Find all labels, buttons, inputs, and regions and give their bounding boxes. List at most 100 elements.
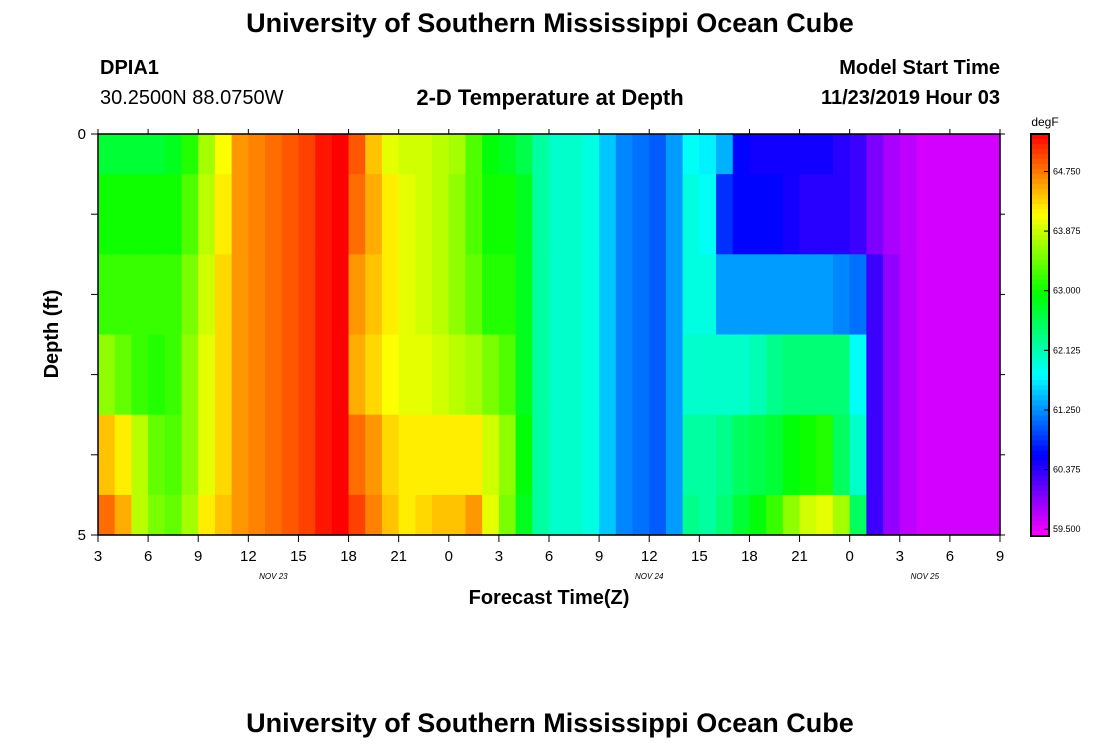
- heat-cell: [398, 254, 416, 336]
- heat-cell: [782, 134, 801, 175]
- heat-cell: [231, 134, 249, 175]
- heat-cell: [665, 254, 684, 336]
- colorbar-swatch: [1031, 159, 1049, 165]
- heat-cell: [582, 414, 600, 496]
- heat-cell: [966, 494, 984, 536]
- heat-cell: [565, 334, 583, 416]
- heat-cell: [599, 134, 617, 175]
- heat-cell: [231, 174, 249, 255]
- x-tick-label: 12: [240, 548, 257, 565]
- x-tick-label: 12: [641, 548, 658, 565]
- heat-cell: [298, 134, 316, 175]
- colorbar-swatch: [1031, 335, 1049, 341]
- heat-cell: [348, 134, 366, 175]
- heat-cell: [766, 494, 784, 536]
- heat-cell: [883, 334, 901, 416]
- heat-cell: [782, 494, 801, 536]
- heat-cell: [649, 174, 667, 255]
- heat-cell: [432, 254, 450, 336]
- heat-cell: [799, 174, 817, 255]
- heat-cell: [615, 254, 634, 336]
- heat-cell: [298, 334, 316, 416]
- colorbar-swatch: [1031, 340, 1049, 346]
- heat-cell: [331, 494, 350, 536]
- heat-cell: [549, 134, 567, 175]
- heat-cell: [298, 254, 316, 336]
- heat-cell: [816, 134, 834, 175]
- heat-cell: [732, 494, 751, 536]
- heat-cell: [599, 254, 617, 336]
- heat-cell: [766, 334, 784, 416]
- heat-cell: [699, 334, 717, 416]
- colorbar-swatch: [1031, 284, 1049, 291]
- colorbar-swatch: [1031, 390, 1049, 396]
- heat-cell: [331, 334, 350, 416]
- heat-cell: [515, 174, 533, 255]
- heat-cell: [214, 174, 233, 255]
- colorbar-tick-label: 62.125: [1053, 345, 1081, 355]
- colorbar-tick-label: 60.375: [1053, 465, 1081, 475]
- heat-cell: [732, 134, 751, 175]
- heat-cell: [198, 254, 216, 336]
- heat-cell: [799, 254, 817, 336]
- colorbar-swatch: [1031, 219, 1049, 226]
- colorbar-swatch: [1031, 490, 1049, 497]
- heat-cell: [415, 334, 433, 416]
- heat-cell: [281, 414, 300, 496]
- heat-cell: [665, 334, 684, 416]
- colorbar-swatch: [1031, 179, 1049, 185]
- heat-cell: [98, 174, 116, 255]
- heat-cell: [164, 494, 183, 536]
- colorbar-swatch: [1031, 350, 1049, 356]
- heat-cell: [398, 174, 416, 255]
- x-tick-label: 6: [946, 548, 954, 565]
- heat-cell: [432, 414, 450, 496]
- heat-cell: [966, 134, 984, 175]
- heat-cell: [749, 414, 767, 496]
- heat-cell: [365, 334, 383, 416]
- heat-cell: [649, 334, 667, 416]
- heat-cell: [832, 494, 851, 536]
- heat-cell: [148, 334, 166, 416]
- colorbar-swatch: [1031, 209, 1049, 216]
- heat-cell: [766, 254, 784, 336]
- heat-cell: [265, 414, 283, 496]
- x-tick-label: 15: [691, 548, 708, 565]
- heat-cell: [415, 134, 433, 175]
- heat-cell: [782, 174, 801, 255]
- heat-cell: [615, 134, 634, 175]
- heat-cell: [148, 254, 166, 336]
- heat-cell: [398, 414, 416, 496]
- heat-cell: [866, 334, 884, 416]
- heat-cell: [381, 494, 400, 536]
- colorbar-swatch: [1031, 214, 1049, 221]
- heat-cell: [966, 254, 984, 336]
- heat-cell: [816, 334, 834, 416]
- heat-cell: [365, 414, 383, 496]
- heat-cell: [716, 334, 734, 416]
- heat-cell: [148, 494, 166, 536]
- heat-cell: [331, 174, 350, 255]
- heat-cell: [599, 334, 617, 416]
- heat-cell: [114, 254, 132, 336]
- heat-cell: [381, 254, 400, 336]
- heat-cell: [732, 334, 751, 416]
- heat-cell: [248, 414, 266, 496]
- colorbar-swatch: [1031, 505, 1049, 512]
- heat-cell: [883, 254, 901, 336]
- heat-cell: [181, 134, 199, 175]
- heat-cell: [131, 334, 149, 416]
- heat-cell: [131, 134, 149, 175]
- page-title: University of Southern Mississippi Ocean…: [246, 8, 854, 38]
- heat-cell: [515, 414, 533, 496]
- heat-cell: [532, 134, 550, 175]
- colorbar-swatch: [1031, 324, 1049, 331]
- heat-cell: [465, 254, 483, 336]
- heat-cell: [649, 414, 667, 496]
- x-tick-label: 3: [94, 548, 102, 565]
- heat-cell: [114, 414, 132, 496]
- heat-cell: [398, 334, 416, 416]
- heat-cell: [933, 414, 951, 496]
- colorbar-swatch: [1031, 269, 1049, 276]
